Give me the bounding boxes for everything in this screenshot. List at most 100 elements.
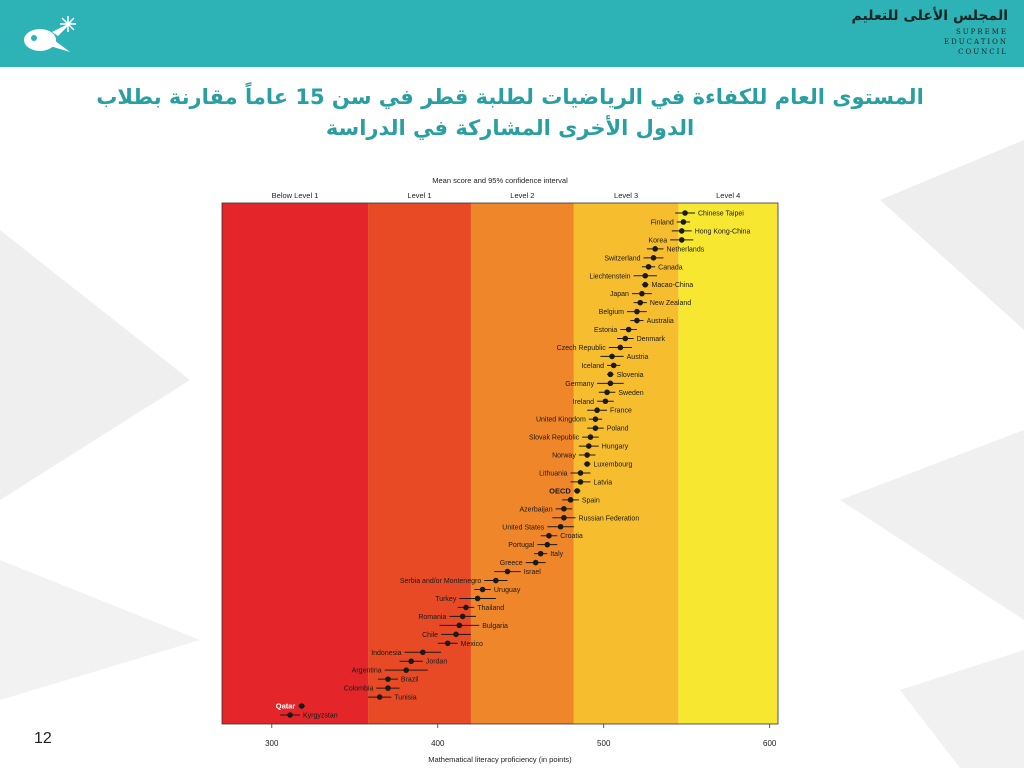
mean-point — [607, 371, 614, 378]
country-label: United Kingdom — [536, 417, 586, 424]
country-label: Canada — [658, 264, 683, 271]
country-label: Slovenia — [617, 372, 644, 379]
mean-point — [602, 398, 609, 405]
country-label: Finland — [651, 219, 674, 226]
x-tick-label: 500 — [597, 739, 611, 748]
mean-point — [577, 479, 584, 485]
org-name-english: SUPREME EDUCATION COUNCIL — [852, 27, 1008, 57]
mean-point — [537, 550, 544, 557]
country-label: Greece — [500, 560, 523, 567]
country-label: Netherlands — [666, 246, 704, 253]
country-label: Czech Republic — [557, 345, 607, 352]
mean-point — [546, 532, 552, 539]
country-label: Uruguay — [494, 587, 521, 594]
country-label: Lithuania — [539, 470, 568, 477]
mean-point — [493, 577, 499, 584]
mean-point — [385, 685, 391, 691]
country-label: Liechtenstein — [589, 273, 630, 280]
country-label: Latvia — [593, 479, 612, 486]
country-label: Belgium — [599, 309, 624, 316]
mean-point — [585, 443, 592, 449]
mean-point — [574, 488, 580, 494]
mean-point — [678, 228, 685, 234]
band-label: Level 1 — [407, 191, 431, 200]
country-label: Chile — [422, 632, 438, 639]
mean-point — [463, 604, 469, 611]
mean-point — [532, 559, 539, 566]
org-name-arabic: المجلس الأعلى للتعليم — [851, 8, 1008, 24]
mean-point — [376, 694, 383, 700]
organization-name: المجلس الأعلى للتعليم SUPREME EDUCATION … — [852, 8, 1008, 57]
country-label: Indonesia — [371, 650, 401, 657]
country-label: Jordan — [426, 659, 448, 666]
country-label: Azerbaijan — [520, 506, 553, 513]
x-tick-label: 400 — [431, 739, 445, 748]
country-label: Denmark — [637, 336, 666, 343]
country-label: Croatia — [560, 533, 583, 540]
mean-point — [577, 470, 584, 476]
mean-point — [634, 317, 640, 324]
mean-point — [604, 389, 610, 396]
proficiency-band — [222, 203, 369, 724]
org-name-line: EDUCATION — [944, 38, 1008, 46]
mean-point — [561, 514, 567, 521]
council-logo-icon — [24, 16, 76, 52]
mean-point — [642, 281, 649, 288]
mean-point — [544, 541, 551, 548]
country-label: Hungary — [602, 444, 629, 451]
country-label: Sweden — [618, 390, 643, 397]
country-label: Iceland — [581, 363, 604, 370]
country-label: Qatar — [276, 702, 296, 711]
mean-point — [587, 434, 594, 440]
country-label: Kyrgyzstan — [303, 713, 338, 720]
mean-point — [584, 461, 590, 467]
mean-point — [680, 219, 687, 225]
mean-point — [567, 497, 574, 503]
country-label: Ireland — [573, 399, 595, 406]
header-bar: المجلس الأعلى للتعليم SUPREME EDUCATION … — [0, 0, 1024, 67]
chart-title: Mean score and 95% confidence interval — [432, 176, 568, 185]
x-tick-label: 300 — [265, 739, 279, 748]
country-label: Thailand — [477, 605, 504, 612]
mean-point — [420, 649, 426, 656]
mean-point — [652, 246, 658, 252]
mean-point — [610, 362, 617, 369]
mean-point — [287, 712, 293, 718]
country-label: Luxembourg — [593, 462, 632, 469]
country-label: Tunisia — [394, 695, 416, 702]
country-label: Mexico — [461, 641, 483, 648]
page-number: 12 — [34, 730, 52, 747]
x-axis-label: Mathematical literacy proficiency (in po… — [428, 755, 572, 764]
mean-point — [622, 335, 629, 342]
country-label: Estonia — [594, 327, 617, 334]
mean-point — [609, 353, 615, 360]
mean-point — [678, 237, 685, 243]
slide-title: المستوى العام للكفاءة في الرياضيات لطلبة… — [96, 85, 924, 140]
country-label: Norway — [552, 453, 576, 460]
mean-point — [592, 425, 599, 431]
country-label: Slovak Republic — [529, 435, 580, 442]
country-label: Russian Federation — [579, 515, 640, 522]
country-label: Colombia — [344, 686, 374, 693]
country-label: Australia — [647, 318, 674, 325]
country-label: Korea — [648, 237, 667, 244]
country-label: Serbia and/or Montenegro — [400, 578, 481, 585]
mean-point — [682, 210, 688, 216]
mean-point — [637, 299, 644, 306]
country-label: Turkey — [435, 596, 457, 603]
mean-point — [634, 308, 640, 315]
mean-point — [408, 658, 415, 665]
country-label: Poland — [607, 426, 629, 433]
band-label: Level 4 — [716, 191, 740, 200]
mean-point — [594, 407, 600, 414]
country-label: France — [610, 408, 632, 415]
country-label: Hong Kong-China — [695, 228, 751, 235]
country-label: Italy — [550, 551, 563, 558]
mean-point — [403, 667, 410, 673]
band-label: Level 2 — [510, 191, 534, 200]
mean-point — [650, 255, 657, 261]
mean-point — [561, 506, 567, 512]
mean-point — [456, 622, 463, 629]
org-name-line: SUPREME — [955, 28, 1008, 36]
